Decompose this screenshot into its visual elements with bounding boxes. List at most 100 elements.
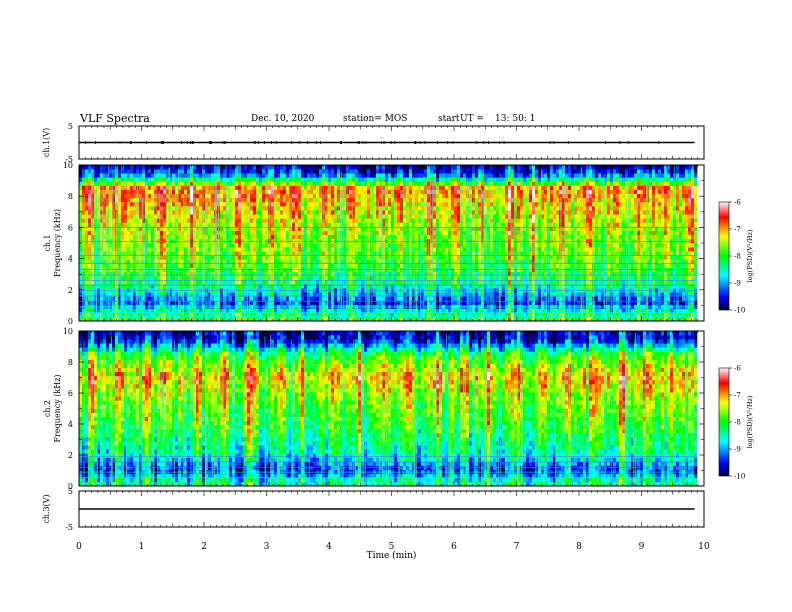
spectrogram-cell bbox=[247, 284, 251, 289]
spectrogram-cell bbox=[286, 222, 290, 227]
spectrogram-cell bbox=[433, 197, 437, 203]
spectrogram-cell bbox=[247, 251, 251, 256]
spectrogram-cell bbox=[172, 275, 176, 281]
spectrogram-cell bbox=[100, 169, 104, 174]
spectrogram-cell bbox=[319, 251, 323, 256]
spectrogram-cell bbox=[223, 255, 227, 260]
spectrogram-cell bbox=[145, 255, 149, 260]
spectrogram-cell bbox=[454, 300, 458, 305]
spectrogram-cell bbox=[394, 312, 398, 318]
spectrogram-cell bbox=[181, 169, 185, 174]
spectrogram-cell bbox=[316, 214, 320, 219]
spectrogram-cell bbox=[400, 197, 404, 203]
spectrogram-cell bbox=[226, 263, 230, 268]
spectrogram-cell bbox=[220, 296, 224, 301]
spectrogram-cell bbox=[100, 284, 104, 289]
spectrogram-cell bbox=[445, 292, 449, 297]
spectrogram-cell bbox=[265, 206, 269, 211]
spectrogram-cell bbox=[154, 259, 158, 264]
spectrogram-cell bbox=[157, 226, 161, 231]
spectrogram-cell bbox=[451, 185, 455, 190]
spectrogram-cell bbox=[325, 292, 329, 297]
spectrogram-cell bbox=[127, 312, 131, 318]
spectrogram-cell bbox=[241, 284, 245, 289]
spectrogram-cell bbox=[241, 271, 245, 277]
spectrogram-cell bbox=[244, 210, 248, 215]
spectrogram-cell bbox=[193, 173, 197, 178]
spectrogram-cell bbox=[166, 222, 170, 227]
spectrogram-cell bbox=[334, 193, 338, 199]
spectrogram-cell bbox=[280, 197, 284, 203]
spectrogram-cell bbox=[205, 243, 209, 248]
spectrogram-cell bbox=[418, 165, 422, 170]
spectrogram-cell bbox=[382, 247, 386, 252]
spectrogram-cell bbox=[271, 292, 275, 297]
spectrogram-cell bbox=[241, 312, 245, 318]
spectrogram-cell bbox=[265, 189, 269, 195]
spectrogram-cell bbox=[229, 247, 233, 252]
spectrogram-cell bbox=[175, 279, 179, 285]
spectrogram-cell bbox=[292, 181, 296, 186]
spectrogram-cell bbox=[433, 296, 437, 301]
spectrogram-cell bbox=[292, 197, 296, 203]
spectrogram-cell bbox=[355, 177, 359, 182]
spectrogram-cell bbox=[274, 169, 278, 174]
spectrogram-cell bbox=[166, 218, 170, 223]
spectrogram-cell bbox=[388, 259, 392, 264]
spectrogram-cell bbox=[85, 181, 89, 186]
spectrogram-cell bbox=[220, 201, 224, 207]
spectrogram-cell bbox=[175, 275, 179, 281]
spectrogram-cell bbox=[394, 251, 398, 256]
spectrogram-cell bbox=[244, 218, 248, 223]
spectrogram-cell bbox=[196, 279, 200, 285]
spectrogram-cell bbox=[331, 214, 335, 219]
spectrogram-cell bbox=[142, 296, 146, 301]
spectrogram-cell bbox=[313, 230, 317, 236]
spectrogram-cell bbox=[232, 292, 236, 297]
spectrogram-cell bbox=[265, 177, 269, 182]
spectrogram-cell bbox=[283, 177, 287, 182]
spectrogram-cell bbox=[361, 222, 365, 227]
spectrogram-cell bbox=[454, 275, 458, 281]
spectrogram-cell bbox=[157, 165, 161, 170]
spectrogram-cell bbox=[229, 201, 233, 207]
spectrogram-cell bbox=[448, 177, 452, 182]
spectrogram-cell bbox=[460, 185, 464, 190]
spectrogram-cell bbox=[412, 214, 416, 219]
spectrogram-cell bbox=[235, 316, 239, 322]
spectrogram-cell bbox=[385, 185, 389, 190]
spectrogram-cell bbox=[181, 259, 185, 264]
spectrogram-cell bbox=[142, 308, 146, 314]
spectrogram-cell bbox=[250, 296, 254, 301]
spectrogram-cell bbox=[190, 218, 194, 223]
spectrogram-cell bbox=[220, 247, 224, 252]
spectrogram-cell bbox=[82, 189, 86, 195]
spectrogram-cell bbox=[436, 284, 440, 289]
spectrogram-cell bbox=[226, 189, 230, 195]
spectrogram-cell bbox=[319, 230, 323, 236]
spectrogram-cell bbox=[373, 259, 377, 264]
spectrogram-cell bbox=[181, 181, 185, 186]
spectrogram-cell bbox=[163, 234, 167, 240]
spectrogram-cell bbox=[283, 210, 287, 215]
spectrogram-cell bbox=[157, 251, 161, 256]
spectrogram-cell bbox=[223, 296, 227, 301]
spectrogram-cell bbox=[376, 263, 380, 268]
spectrogram-cell bbox=[343, 189, 347, 195]
spectrogram-cell bbox=[172, 259, 176, 264]
spectrogram-cell bbox=[349, 214, 353, 219]
spectrogram-cell bbox=[247, 185, 251, 190]
spectrogram-cell bbox=[142, 201, 146, 207]
spectrogram-cell bbox=[256, 165, 260, 170]
spectrogram-cell bbox=[400, 300, 404, 305]
spectrogram-cell bbox=[331, 189, 335, 195]
spectrogram-cell bbox=[292, 300, 296, 305]
spectrogram-cell bbox=[109, 210, 113, 215]
spectrogram-cell bbox=[238, 243, 242, 248]
spectrogram-cell bbox=[346, 275, 350, 281]
spectrogram-cell bbox=[139, 177, 143, 182]
spectrogram-cell bbox=[445, 275, 449, 281]
spectrogram-cell bbox=[361, 193, 365, 199]
spectrogram-cell bbox=[352, 312, 356, 318]
spectrogram-cell bbox=[244, 201, 248, 207]
